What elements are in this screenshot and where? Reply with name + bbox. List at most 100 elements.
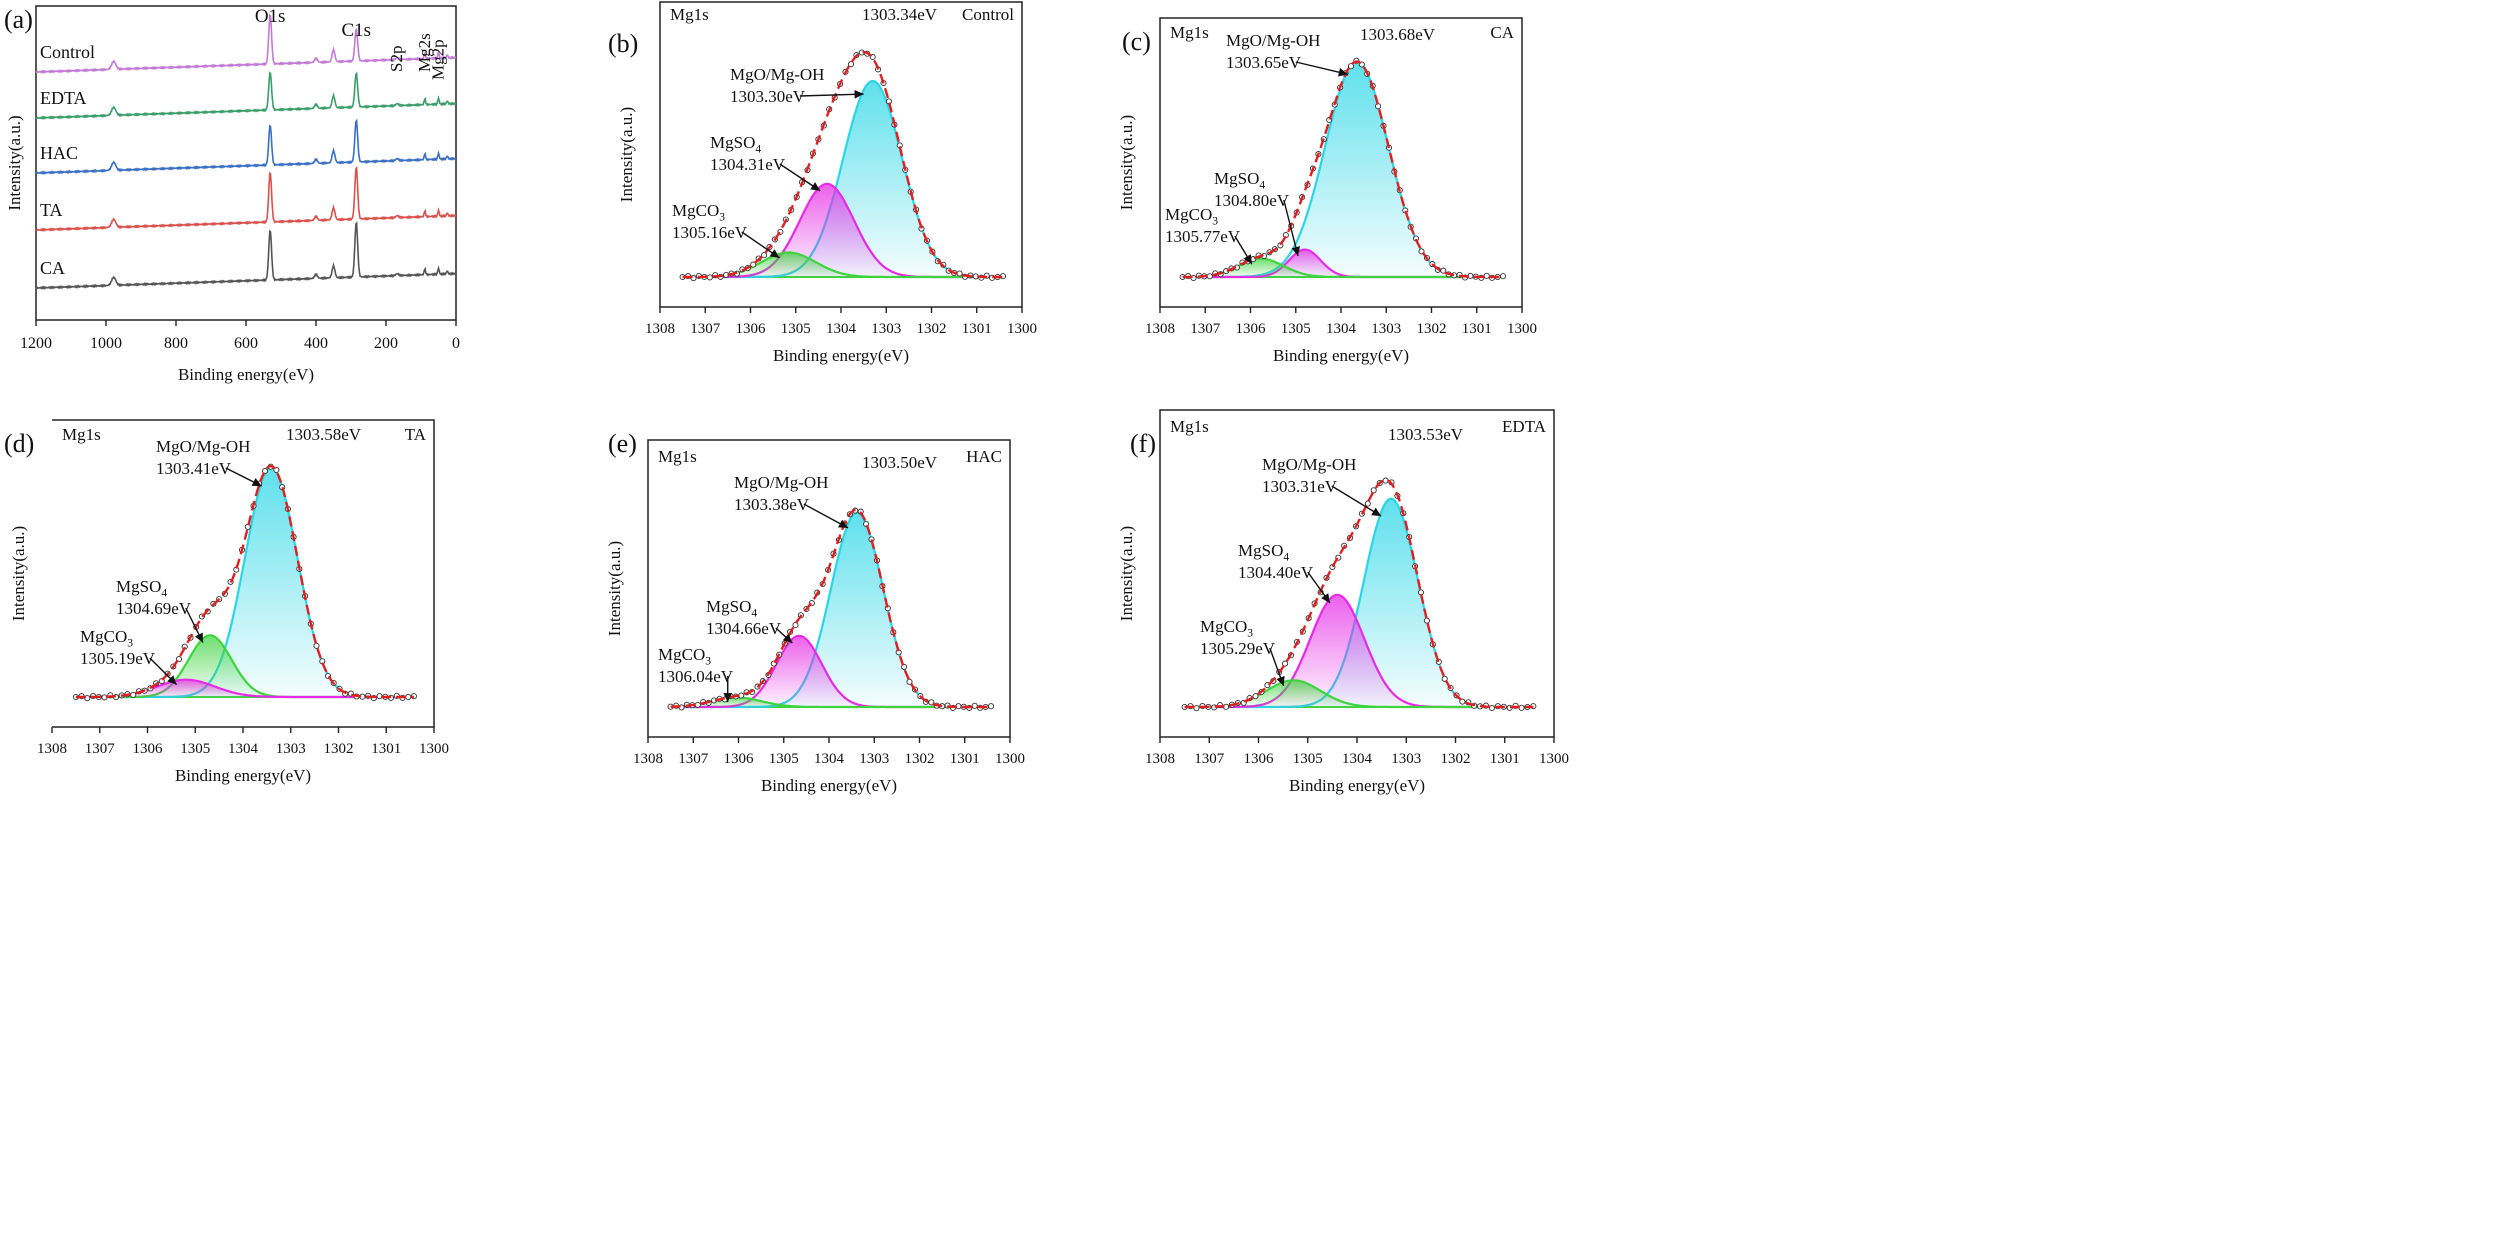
data-point: [906, 678, 913, 685]
x-tick-label: 1305: [1293, 751, 1323, 767]
panel-c: (c) 1308 1307 1306 1305 1304 1303 1302 1301 1300 B…: [1117, 17, 1537, 365]
x-tick-label: 1301: [950, 751, 980, 767]
component-name: MgO/Mg-OH: [734, 473, 828, 492]
data-point: [1441, 675, 1448, 682]
x-tick-label: 1306: [1244, 751, 1275, 767]
component-fill: [670, 635, 992, 707]
series-line-ta: [35, 165, 457, 233]
data-point: [761, 252, 768, 259]
x-tick-label: 1300: [1507, 321, 1537, 337]
panel-letter: (b): [608, 29, 638, 58]
x-tick-label: 1301: [1490, 751, 1520, 767]
arrow-head: [251, 478, 262, 486]
data-point: [1488, 704, 1495, 712]
x-tick-label: 1308: [1145, 321, 1175, 337]
x-tick-label: 1303: [1371, 321, 1401, 337]
envelope-fit: [75, 464, 414, 699]
peak-label-mg2p: Mg2p: [429, 39, 448, 80]
x-tick-label: 1301: [371, 741, 401, 757]
data-point: [130, 691, 137, 698]
panel-d: (d) 1308 1307 1306 1305 1304 1303 1302 1301 1300 B…: [4, 419, 449, 785]
core-level-label: Mg1s: [670, 5, 709, 24]
x-tick-label: 1302: [1417, 321, 1447, 337]
peak-label-c1s: C1s: [341, 20, 371, 41]
x-tick-label: 1000: [90, 335, 122, 352]
data-point: [1423, 617, 1430, 624]
data-point: [261, 467, 269, 475]
y-axis-title: Intensity(a.u.): [9, 526, 28, 621]
component-value: 1305.29eV: [1200, 639, 1276, 658]
data-point: [1483, 272, 1490, 279]
envelope-peak-value: 1303.50eV: [862, 453, 938, 472]
data-point: [847, 61, 855, 68]
peak-label-s2p: S2p: [387, 46, 406, 72]
panel-letter: (e): [608, 429, 637, 458]
panel-letter: (f): [1130, 429, 1156, 458]
data-point: [694, 701, 701, 708]
x-tick-label: 1302: [324, 741, 354, 757]
peak-label-mg2s: Mg2s: [415, 33, 434, 72]
component-value: 1303.31eV: [1262, 477, 1338, 496]
x-tick-label: 1308: [1145, 751, 1175, 767]
x-tick-label: 800: [164, 335, 188, 352]
annotation-arrow: [1331, 485, 1382, 517]
x-axis-title: Binding energy(eV): [1273, 346, 1409, 365]
x-tick-label: 1302: [1441, 751, 1471, 767]
x-tick-label: 1300: [1539, 751, 1569, 767]
x-tick-label: 1305: [781, 321, 811, 337]
component-name: MgO/Mg-OH: [730, 65, 824, 84]
arrow-head: [810, 182, 821, 191]
x-tick-label: 1304: [826, 321, 857, 337]
x-tick-label: 1308: [633, 751, 663, 767]
x-axis-title: Binding energy(eV): [175, 766, 311, 785]
x-tick-label: 1303: [276, 741, 306, 757]
x-tick-label: 1307: [678, 751, 709, 767]
series-line-control: [35, 13, 457, 75]
component-value: 1303.30eV: [730, 87, 806, 106]
x-tick-label: 1303: [1391, 751, 1421, 767]
sample-label: TA: [405, 425, 427, 444]
data-point: [1347, 63, 1355, 70]
x-tick-label: 1307: [690, 321, 721, 337]
component-name: MgO/Mg-OH: [156, 437, 250, 456]
x-tick-label: 1308: [645, 321, 675, 337]
annotation-arrow: [799, 93, 864, 97]
x-tick-label: 1305: [1281, 321, 1311, 337]
component-value: 1304.40eV: [1238, 563, 1314, 582]
x-tick-label: 1306: [736, 321, 767, 337]
sample-label: HAC: [966, 447, 1002, 466]
data-point: [1206, 273, 1213, 280]
component-name: MgCO3: [1165, 205, 1218, 227]
core-level-label: Mg1s: [1170, 417, 1209, 436]
component-value: 1306.04eV: [658, 667, 734, 686]
arrow-head: [838, 519, 849, 528]
arrow-head: [1276, 676, 1285, 687]
panel-letter: (d): [4, 429, 34, 458]
annotation-arrow: [1283, 199, 1299, 257]
arrow-head: [167, 675, 177, 685]
peak-label-o1s: O1s: [255, 6, 286, 27]
data-point: [405, 693, 412, 701]
y-axis-title: Intensity(a.u.): [605, 541, 624, 636]
component-name: MgSO4: [116, 577, 167, 599]
arrow-head: [723, 693, 733, 703]
envelope-peak-value: 1303.53eV: [1388, 425, 1464, 444]
series-label: CA: [40, 258, 65, 278]
data-point: [1252, 693, 1259, 700]
envelope-fit: [670, 508, 991, 709]
sample-label: EDTA: [1502, 417, 1547, 436]
y-axis-title: Intensity(a.u.): [1117, 115, 1136, 210]
x-tick-label: 1304: [228, 741, 259, 757]
x-axis-title: Binding energy(eV): [1289, 776, 1425, 795]
component-value: 1304.69eV: [116, 599, 192, 618]
panel-letter: (c): [1122, 27, 1151, 56]
x-tick-label: 1304: [814, 751, 845, 767]
arrow-head: [1371, 507, 1382, 517]
y-axis-title: Intensity(a.u.): [5, 115, 24, 210]
panel-e: (e) 1308 1307 1306 1305 1304 1303 1302 1301 1300 B…: [605, 429, 1025, 795]
core-level-label: Mg1s: [62, 425, 101, 444]
core-level-label: Mg1s: [1170, 23, 1209, 42]
x-tick-label: 1306: [1236, 321, 1267, 337]
data-point: [971, 702, 978, 709]
